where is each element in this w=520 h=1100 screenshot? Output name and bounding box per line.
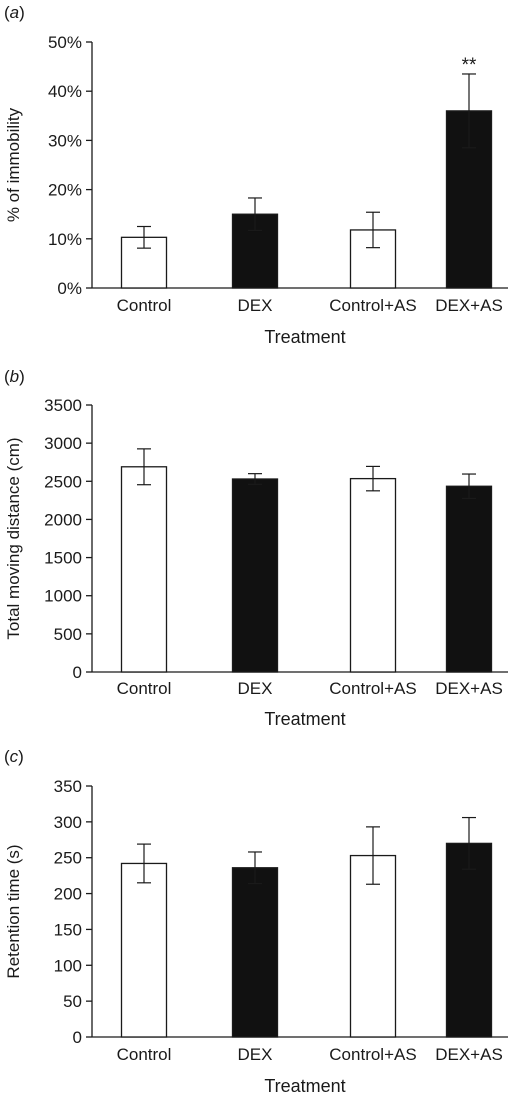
y-tick-label: 2000 (44, 510, 82, 529)
y-tick-label: 3500 (44, 396, 82, 415)
y-tick-label: 150 (54, 920, 82, 939)
y-tick-label: 50% (48, 33, 82, 52)
y-axis-label: Total moving distance (cm) (4, 437, 23, 639)
bar-dex (231, 478, 279, 673)
y-tick-label: 1000 (44, 587, 82, 606)
y-tick-label: 30% (48, 131, 82, 150)
panel-letter: a (10, 3, 19, 22)
panel-label: (a) (4, 3, 25, 22)
panel-letter: b (10, 367, 19, 386)
panel-label: (c) (4, 747, 24, 766)
x-tick-label: Control (117, 296, 172, 315)
x-tick-label: Control+AS (329, 1045, 416, 1064)
y-tick-label: 250 (54, 849, 82, 868)
x-tick-label: DEX+AS (435, 679, 503, 698)
y-tick-label: 3000 (44, 434, 82, 453)
y-tick-label: 20% (48, 181, 82, 200)
y-axis-label: % of immobility (4, 107, 23, 222)
y-tick-label: 100 (54, 956, 82, 975)
x-tick-label: Control+AS (329, 679, 416, 698)
x-axis-label: Treatment (264, 1076, 345, 1096)
x-tick-label: Control (117, 679, 172, 698)
y-tick-label: 50 (63, 992, 82, 1011)
x-tick-label: Control+AS (329, 296, 416, 315)
y-tick-label: 350 (54, 777, 82, 796)
bar-dex (231, 867, 279, 1038)
bar-control-plus-as (349, 477, 397, 673)
bar-dex-plus-as (445, 485, 493, 673)
chart-panel-a: (a) 0% 10% 20% 30% 40% 50% % of immobility Contr… (4, 3, 508, 347)
x-axis-label: Treatment (264, 709, 345, 729)
panel-label: (b) (4, 367, 25, 386)
bar-control (120, 862, 168, 1038)
y-tick-label: 0 (73, 1028, 82, 1047)
chart-panel-c: (c) 0 50 100 150 200 250 300 350 Retention time (… (4, 747, 508, 1096)
bar-control-plus-as (349, 229, 397, 289)
y-tick-label: 0 (73, 663, 82, 682)
x-tick-label: DEX+AS (435, 296, 503, 315)
x-axis-label: Treatment (264, 327, 345, 347)
y-tick-label: 500 (54, 625, 82, 644)
y-axis-label: Retention time (s) (4, 844, 23, 978)
x-tick-label: DEX (238, 1045, 273, 1064)
y-tick-label: 2500 (44, 472, 82, 491)
significance-marker: ** (462, 55, 477, 76)
y-tick-label: 200 (54, 885, 82, 904)
y-tick-label: 10% (48, 230, 82, 249)
y-tick-label: 300 (54, 813, 82, 832)
y-tick-label: 1500 (44, 549, 82, 568)
x-tick-label: DEX+AS (435, 1045, 503, 1064)
x-tick-label: Control (117, 1045, 172, 1064)
y-tick-label: 40% (48, 82, 82, 101)
x-tick-label: DEX (238, 679, 273, 698)
bar-control-plus-as (349, 854, 397, 1038)
bar-dex-plus-as (445, 842, 493, 1038)
panel-letter: c (10, 747, 19, 766)
chart-panel-b: (b) 0 500 1000 1500 2000 2500 3000 3500 Total mov… (4, 367, 508, 729)
x-tick-label: DEX (238, 296, 273, 315)
y-tick-label: 0% (57, 279, 82, 298)
bar-control (120, 466, 168, 673)
